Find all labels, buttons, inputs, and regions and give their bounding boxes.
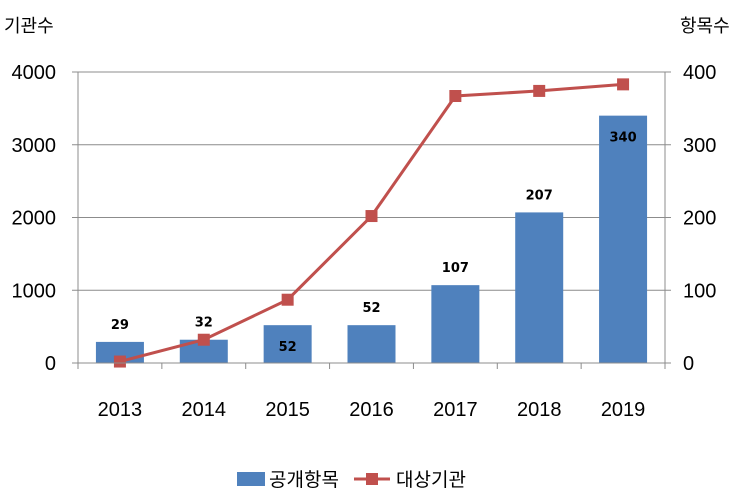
- bars: [95, 115, 648, 364]
- bar-value-label: 107: [442, 261, 469, 276]
- line-point: [365, 210, 378, 223]
- bar-value-label: 340: [610, 131, 637, 146]
- legend-label-bar: 공개항목: [269, 469, 339, 491]
- x-tick-label: 2013: [98, 399, 143, 421]
- x-tick-label: 2018: [517, 399, 562, 421]
- y-left-tick-label: 1000: [12, 280, 57, 302]
- bar-labels: 29 32 52 52 107 207 340: [111, 131, 637, 356]
- bar-value-label: 32: [195, 316, 213, 331]
- legend-swatch-bar: [237, 472, 265, 486]
- x-tick-label: 2014: [182, 399, 227, 421]
- bar: [263, 325, 312, 363]
- x-tick-label: 2015: [265, 399, 310, 421]
- x-tick-label: 2016: [349, 399, 394, 421]
- y-left-title: 기관수: [4, 16, 54, 37]
- y-left-tick-label: 0: [45, 353, 56, 375]
- line-point: [617, 78, 630, 91]
- bar-value-label: 207: [526, 188, 553, 203]
- line-point: [113, 355, 126, 368]
- y-right-tick-label: 100: [683, 280, 716, 302]
- y-right-tick-label: 400: [683, 62, 716, 84]
- line-series: [113, 78, 630, 368]
- gridlines: [78, 71, 665, 291]
- bar: [515, 212, 564, 363]
- line-point: [281, 293, 294, 306]
- bar-value-label: 52: [362, 301, 380, 316]
- legend-label-line: 대상기관: [396, 469, 466, 491]
- bar: [347, 325, 396, 363]
- line-point: [197, 333, 210, 346]
- x-tick-label: 2019: [601, 399, 646, 421]
- y-right-title: 항목수: [680, 16, 730, 37]
- y-right-tick-label: 300: [683, 135, 716, 157]
- bar: [179, 339, 228, 363]
- legend: 공개항목 대상기관: [237, 469, 466, 491]
- axes: [72, 71, 671, 369]
- line-point: [533, 84, 546, 97]
- y-left-tick-label: 4000: [12, 62, 57, 84]
- y-left-tick-label: 3000: [12, 135, 57, 157]
- y-right-tick-label: 0: [683, 353, 694, 375]
- y-left-tick-label: 2000: [12, 208, 57, 230]
- bar: [599, 115, 648, 364]
- x-tick-label: 2017: [433, 399, 478, 421]
- y-right-tick-label: 200: [683, 208, 716, 230]
- bar-value-label: 52: [279, 340, 297, 355]
- tick-labels: 0 1000 2000 3000 4000 0 100 200 300 400 2013 2014 20…: [12, 62, 717, 421]
- bar-value-label: 29: [111, 318, 129, 333]
- legend-swatch-marker: [366, 473, 378, 485]
- line-point: [449, 90, 462, 103]
- bar: [431, 285, 480, 363]
